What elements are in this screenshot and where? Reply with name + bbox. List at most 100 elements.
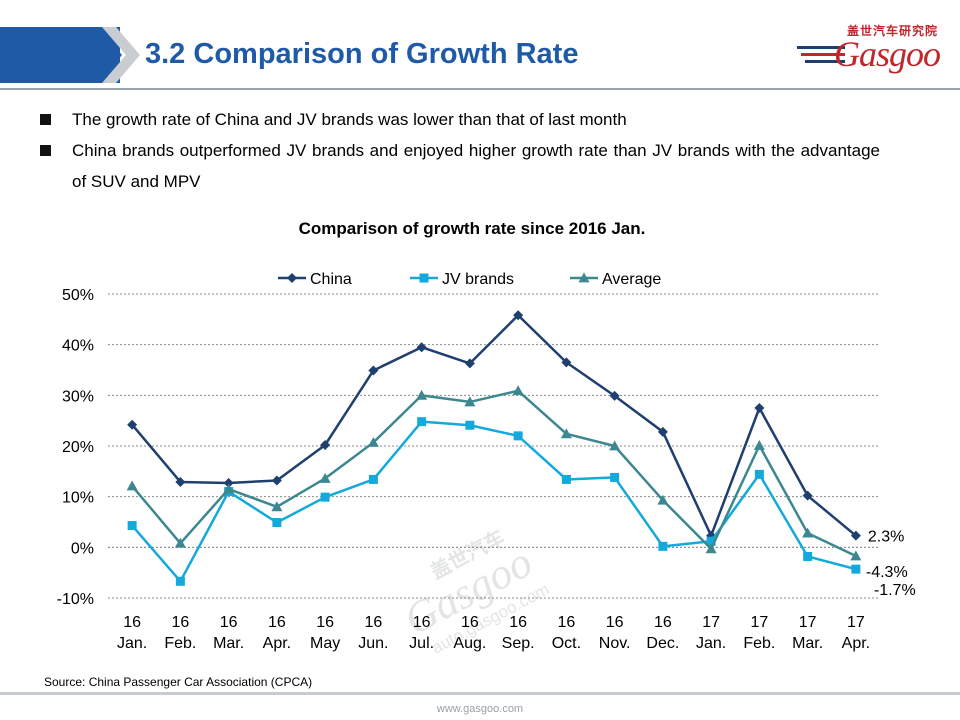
data-point	[287, 273, 297, 283]
x-tick-year: 16	[171, 614, 189, 631]
x-tick-month: Mar.	[213, 635, 244, 652]
data-point	[416, 342, 427, 353]
x-tick-month: Jan.	[696, 635, 726, 652]
legend-label: Average	[602, 271, 661, 288]
header-chevrons	[80, 27, 140, 83]
x-tick-year: 17	[702, 614, 720, 631]
end-label-average: -1.7%	[874, 582, 916, 599]
x-tick-month: Feb.	[164, 635, 196, 652]
data-point	[513, 431, 523, 441]
data-point	[127, 521, 137, 531]
data-point	[561, 357, 572, 368]
x-tick-month: Oct.	[552, 635, 581, 652]
bullet-square-icon	[40, 145, 51, 156]
bullet-list: The growth rate of China and JV brands w…	[38, 104, 880, 197]
bullet-text: The growth rate of China and JV brands w…	[72, 110, 627, 129]
data-point	[175, 576, 185, 586]
x-tick-year: 16	[413, 614, 431, 631]
legend-label: China	[310, 271, 352, 288]
data-point	[223, 477, 234, 488]
y-tick-label: 30%	[62, 388, 94, 405]
x-tick-month: Feb.	[743, 635, 775, 652]
header-divider	[0, 88, 960, 90]
data-point	[706, 536, 716, 546]
x-tick-month: Dec.	[646, 635, 679, 652]
data-point	[126, 480, 138, 491]
data-point	[578, 272, 590, 283]
y-tick-label: 50%	[62, 287, 94, 304]
x-tick-year: 16	[316, 614, 334, 631]
footer-url: www.gasgoo.com	[436, 703, 524, 715]
data-point	[417, 417, 427, 427]
data-point	[753, 439, 765, 450]
data-point	[271, 475, 282, 486]
data-point	[657, 426, 668, 437]
end-label-china: 2.3%	[868, 529, 904, 546]
logo-wordmark: Gasgoo	[833, 34, 941, 74]
data-point	[657, 494, 669, 505]
x-tick-year: 16	[654, 614, 672, 631]
data-point	[419, 273, 429, 283]
data-point	[368, 365, 379, 376]
data-point	[754, 403, 765, 413]
data-point	[705, 543, 717, 554]
end-label-jv: -4.3%	[866, 564, 908, 581]
x-tick-year: 16	[268, 614, 286, 631]
data-point	[802, 527, 814, 538]
bullet-text: China brands outperformed JV brands and …	[72, 141, 880, 191]
x-tick-year: 16	[509, 614, 527, 631]
bullet-square-icon	[40, 114, 51, 125]
x-tick-year: 17	[847, 614, 865, 631]
data-point	[174, 537, 186, 548]
series-line	[131, 314, 857, 537]
x-tick-month: Jun.	[358, 635, 388, 652]
logo-stripes-icon	[797, 46, 845, 63]
y-tick-label: 20%	[62, 439, 94, 456]
x-tick-year: 16	[220, 614, 238, 631]
legend-label: JV brands	[442, 271, 514, 288]
bullet-item: China brands outperformed JV brands and …	[38, 135, 880, 197]
x-tick-year: 16	[461, 614, 479, 631]
data-point	[803, 551, 813, 561]
data-point	[272, 518, 282, 528]
data-point	[560, 428, 572, 439]
data-point	[320, 492, 330, 502]
x-tick-month: Aug.	[453, 635, 486, 652]
x-tick-month: Mar.	[792, 635, 823, 652]
x-tick-month: Sep.	[502, 635, 535, 652]
x-tick-month: Jul.	[409, 635, 434, 652]
data-point	[464, 358, 475, 369]
x-tick-month: Nov.	[599, 635, 631, 652]
x-tick-month: Apr.	[263, 635, 291, 652]
data-point	[175, 476, 186, 487]
data-point	[609, 440, 621, 451]
data-point	[561, 474, 571, 484]
x-tick-year: 17	[750, 614, 768, 631]
x-tick-year: 17	[799, 614, 817, 631]
data-point	[464, 396, 476, 407]
data-point	[609, 390, 620, 401]
data-point	[368, 474, 378, 484]
y-tick-label: 0%	[71, 540, 94, 557]
data-point	[319, 472, 331, 483]
x-tick-year: 16	[364, 614, 382, 631]
data-point	[754, 469, 764, 479]
data-point	[320, 439, 331, 450]
bullet-item: The growth rate of China and JV brands w…	[38, 104, 880, 135]
series-line	[131, 389, 857, 558]
x-tick-month: Jan.	[117, 635, 147, 652]
data-point	[850, 550, 862, 561]
x-tick-month: May	[310, 635, 340, 652]
y-tick-label: 10%	[62, 490, 94, 507]
data-point	[416, 389, 428, 400]
data-point	[127, 419, 138, 430]
footer-divider	[0, 692, 960, 695]
y-tick-label: 40%	[62, 338, 94, 355]
data-point	[802, 490, 813, 501]
x-tick-year: 16	[123, 614, 141, 631]
series-line	[131, 420, 857, 583]
data-point	[271, 501, 283, 512]
x-tick-year: 16	[606, 614, 624, 631]
data-point	[465, 420, 475, 430]
data-point	[367, 436, 379, 447]
